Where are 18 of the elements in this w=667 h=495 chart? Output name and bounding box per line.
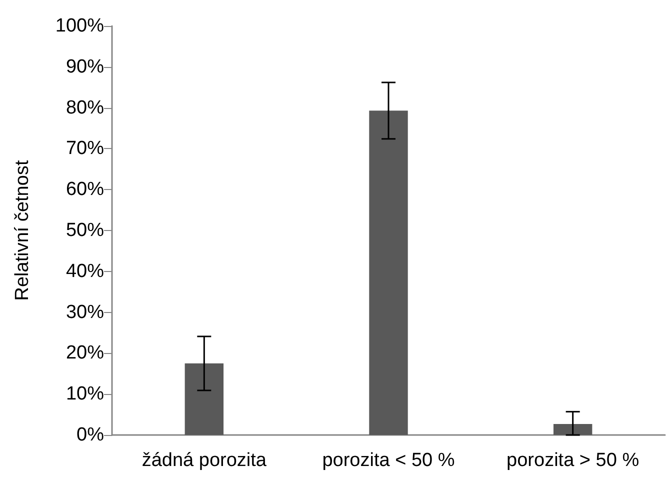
y-tick-label: 50% <box>66 220 104 241</box>
y-tick-label: 90% <box>66 56 104 78</box>
y-tick-label: 30% <box>66 302 104 323</box>
bar <box>369 110 408 435</box>
x-tick-label: porozita < 50 % <box>322 450 455 471</box>
y-tick-label: 60% <box>66 179 104 200</box>
bar <box>184 363 224 435</box>
y-tick-label: 80% <box>66 97 104 118</box>
y-tick-label: 10% <box>66 384 104 405</box>
y-tick-label: 0% <box>76 424 104 446</box>
y-tick-label: 100% <box>55 16 104 36</box>
y-tick-label: 20% <box>66 342 104 364</box>
x-tick-label: žádná porozita <box>142 450 267 471</box>
bar <box>553 424 592 435</box>
y-tick-label: 70% <box>66 138 104 160</box>
y-tick-label: 40% <box>66 260 104 282</box>
y-axis-title: Relativní četnost <box>12 160 33 301</box>
x-tick-label: porozita > 50 % <box>506 450 640 471</box>
